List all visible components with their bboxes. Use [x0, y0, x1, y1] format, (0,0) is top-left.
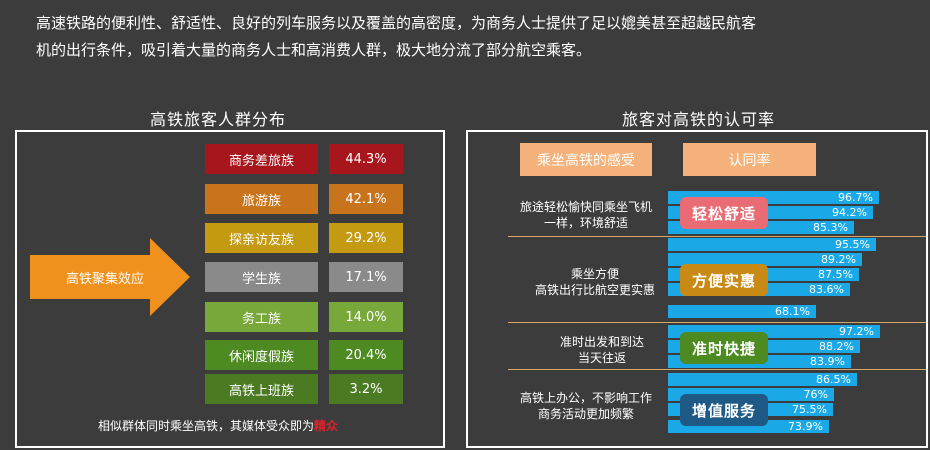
group-separator [508, 322, 926, 323]
footnote-highlight: 精众 [314, 419, 339, 433]
arrow-shape-icon [30, 238, 190, 316]
group-percentage: 3.2% [329, 374, 403, 404]
group-name: 商务差旅族 [205, 144, 318, 174]
description-line: 准时出发和到达 [560, 335, 645, 349]
recognition-bar: 86.5% [668, 373, 857, 386]
description-line: 一样，环境舒适 [544, 216, 629, 230]
category-badge: 轻松舒适 [680, 197, 768, 229]
recognition-rate-panel [466, 130, 928, 448]
category-badge: 准时快捷 [680, 332, 768, 364]
header-rate: 认同率 [683, 143, 816, 176]
group-name: 务工族 [205, 302, 318, 332]
header-feel: 乘坐高铁的感受 [520, 143, 652, 176]
intro-line-1: 高速铁路的便利性、舒适性、良好的列车服务以及覆盖的高密度，为商务人士提供了足以媲… [36, 14, 757, 32]
group-percentage: 20.4% [329, 340, 403, 370]
description-line: 乘坐方便 [571, 267, 620, 281]
group-name: 旅游族 [205, 184, 318, 214]
intro-paragraph: 高速铁路的便利性、舒适性、良好的列车服务以及覆盖的高密度，为商务人士提供了足以媲… [36, 10, 826, 64]
description-line: 高铁上办公，不影响工作 [520, 391, 653, 405]
description-line: 高铁出行比航空更实惠 [535, 283, 656, 297]
group-name: 探亲访友族 [205, 223, 318, 253]
feeling-description: 准时出发和到达 当天往返 [560, 334, 644, 366]
recognition-bar: 68.1% [668, 305, 816, 318]
group-percentage: 29.2% [329, 223, 403, 253]
description-line: 当天往返 [578, 351, 627, 365]
left-panel-title: 高铁旅客人群分布 [150, 110, 287, 129]
category-badge: 方便实惠 [680, 264, 768, 296]
group-separator [508, 369, 926, 370]
group-name: 学生族 [205, 262, 318, 292]
group-percentage: 14.0% [329, 302, 403, 332]
recognition-bar: 89.2% [668, 253, 862, 266]
description-line: 商务活动更加频繁 [538, 407, 635, 421]
group-separator [508, 236, 926, 237]
feeling-description: 高铁上办公，不影响工作 商务活动更加频繁 [520, 390, 652, 422]
arrow-label: 高铁聚集效应 [65, 271, 144, 287]
feeling-description: 乘坐方便高铁出行比航空更实惠 [535, 266, 655, 298]
feeling-description: 旅途轻松愉快同乘坐飞机 一样，环境舒适 [520, 199, 652, 231]
group-percentage: 44.3% [329, 144, 403, 174]
group-name: 高铁上班族 [205, 374, 318, 404]
right-panel-title: 旅客对高铁的认可率 [622, 110, 776, 129]
left-footnote: 相似群体同时乘坐高铁，其媒体受众即为精众 [98, 417, 338, 434]
intro-line-2: 机的出行条件，吸引着大量的商务人士和高消费人群，极大地分流了部分航空乘客。 [36, 41, 592, 59]
group-name: 休闲度假族 [205, 340, 318, 370]
cluster-effect-arrow: 高铁聚集效应 [30, 238, 190, 316]
recognition-bar: 95.5% [668, 238, 876, 251]
passenger-distribution-panel [15, 130, 445, 448]
footnote-text: 相似群体同时乘坐高铁，其媒体受众即为 [98, 419, 315, 433]
group-percentage: 42.1% [329, 184, 403, 214]
description-line: 旅途轻松愉快同乘坐飞机 [520, 200, 653, 214]
category-badge: 增值服务 [680, 394, 768, 426]
group-percentage: 17.1% [329, 262, 403, 292]
